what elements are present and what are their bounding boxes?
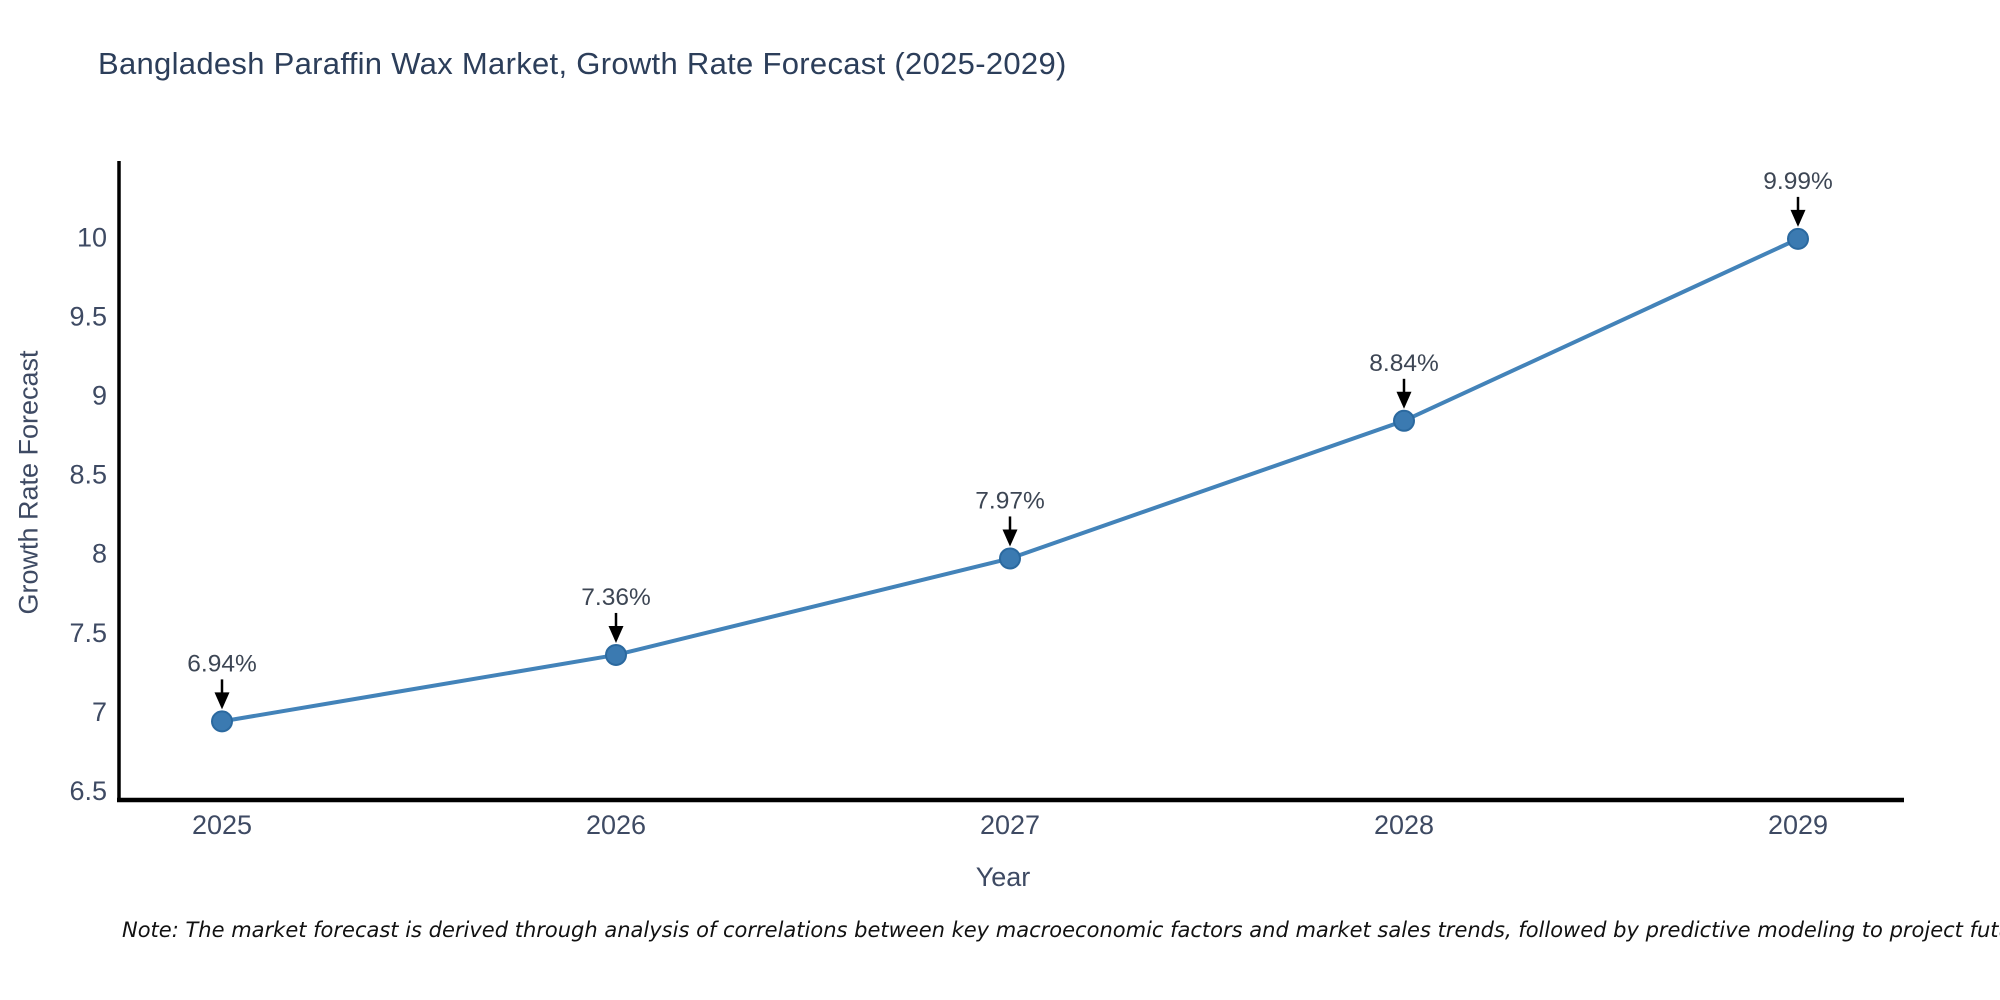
y-tick-label: 10 bbox=[77, 222, 107, 252]
x-tick-label: 2029 bbox=[1768, 810, 1828, 840]
data-point-label: 7.97% bbox=[975, 487, 1044, 514]
data-point-label: 7.36% bbox=[581, 584, 650, 611]
annotation-arrowhead-icon bbox=[214, 692, 230, 710]
data-point-label: 8.84% bbox=[1369, 350, 1438, 377]
y-tick-label: 9.5 bbox=[69, 301, 107, 331]
y-tick-label: 7.5 bbox=[69, 618, 107, 648]
x-tick-label: 2026 bbox=[586, 810, 646, 840]
x-axis-title: Year bbox=[975, 862, 1031, 892]
y-tick-label: 6.5 bbox=[69, 776, 107, 806]
data-point-marker bbox=[1787, 227, 1809, 250]
data-point-label: 9.99% bbox=[1763, 168, 1832, 195]
x-tick-label: 2027 bbox=[980, 810, 1040, 840]
y-tick-label: 8 bbox=[92, 539, 107, 569]
data-point-marker bbox=[605, 643, 627, 666]
forecast-methodology-note: Note: The market forecast is derived thr… bbox=[122, 918, 2000, 942]
annotation-arrowhead-icon bbox=[608, 625, 624, 643]
x-tick-label: 2028 bbox=[1374, 810, 1434, 840]
growth-rate-line-series bbox=[220, 236, 1800, 724]
annotation-arrowhead-icon bbox=[1396, 391, 1412, 409]
data-point-label: 6.94% bbox=[187, 650, 256, 677]
chart-title: Bangladesh Paraffin Wax Market, Growth R… bbox=[98, 46, 1067, 81]
y-tick-label: 7 bbox=[92, 697, 107, 727]
y-tick-label: 9 bbox=[92, 381, 107, 411]
x-tick-label: 2025 bbox=[192, 810, 252, 840]
data-point-marker bbox=[1393, 409, 1415, 432]
annotation-arrowhead-icon bbox=[1790, 209, 1806, 227]
data-point-marker bbox=[999, 547, 1021, 570]
data-point-marker bbox=[211, 710, 233, 733]
annotation-arrowhead-icon bbox=[1002, 529, 1018, 547]
y-tick-label: 8.5 bbox=[69, 460, 107, 490]
